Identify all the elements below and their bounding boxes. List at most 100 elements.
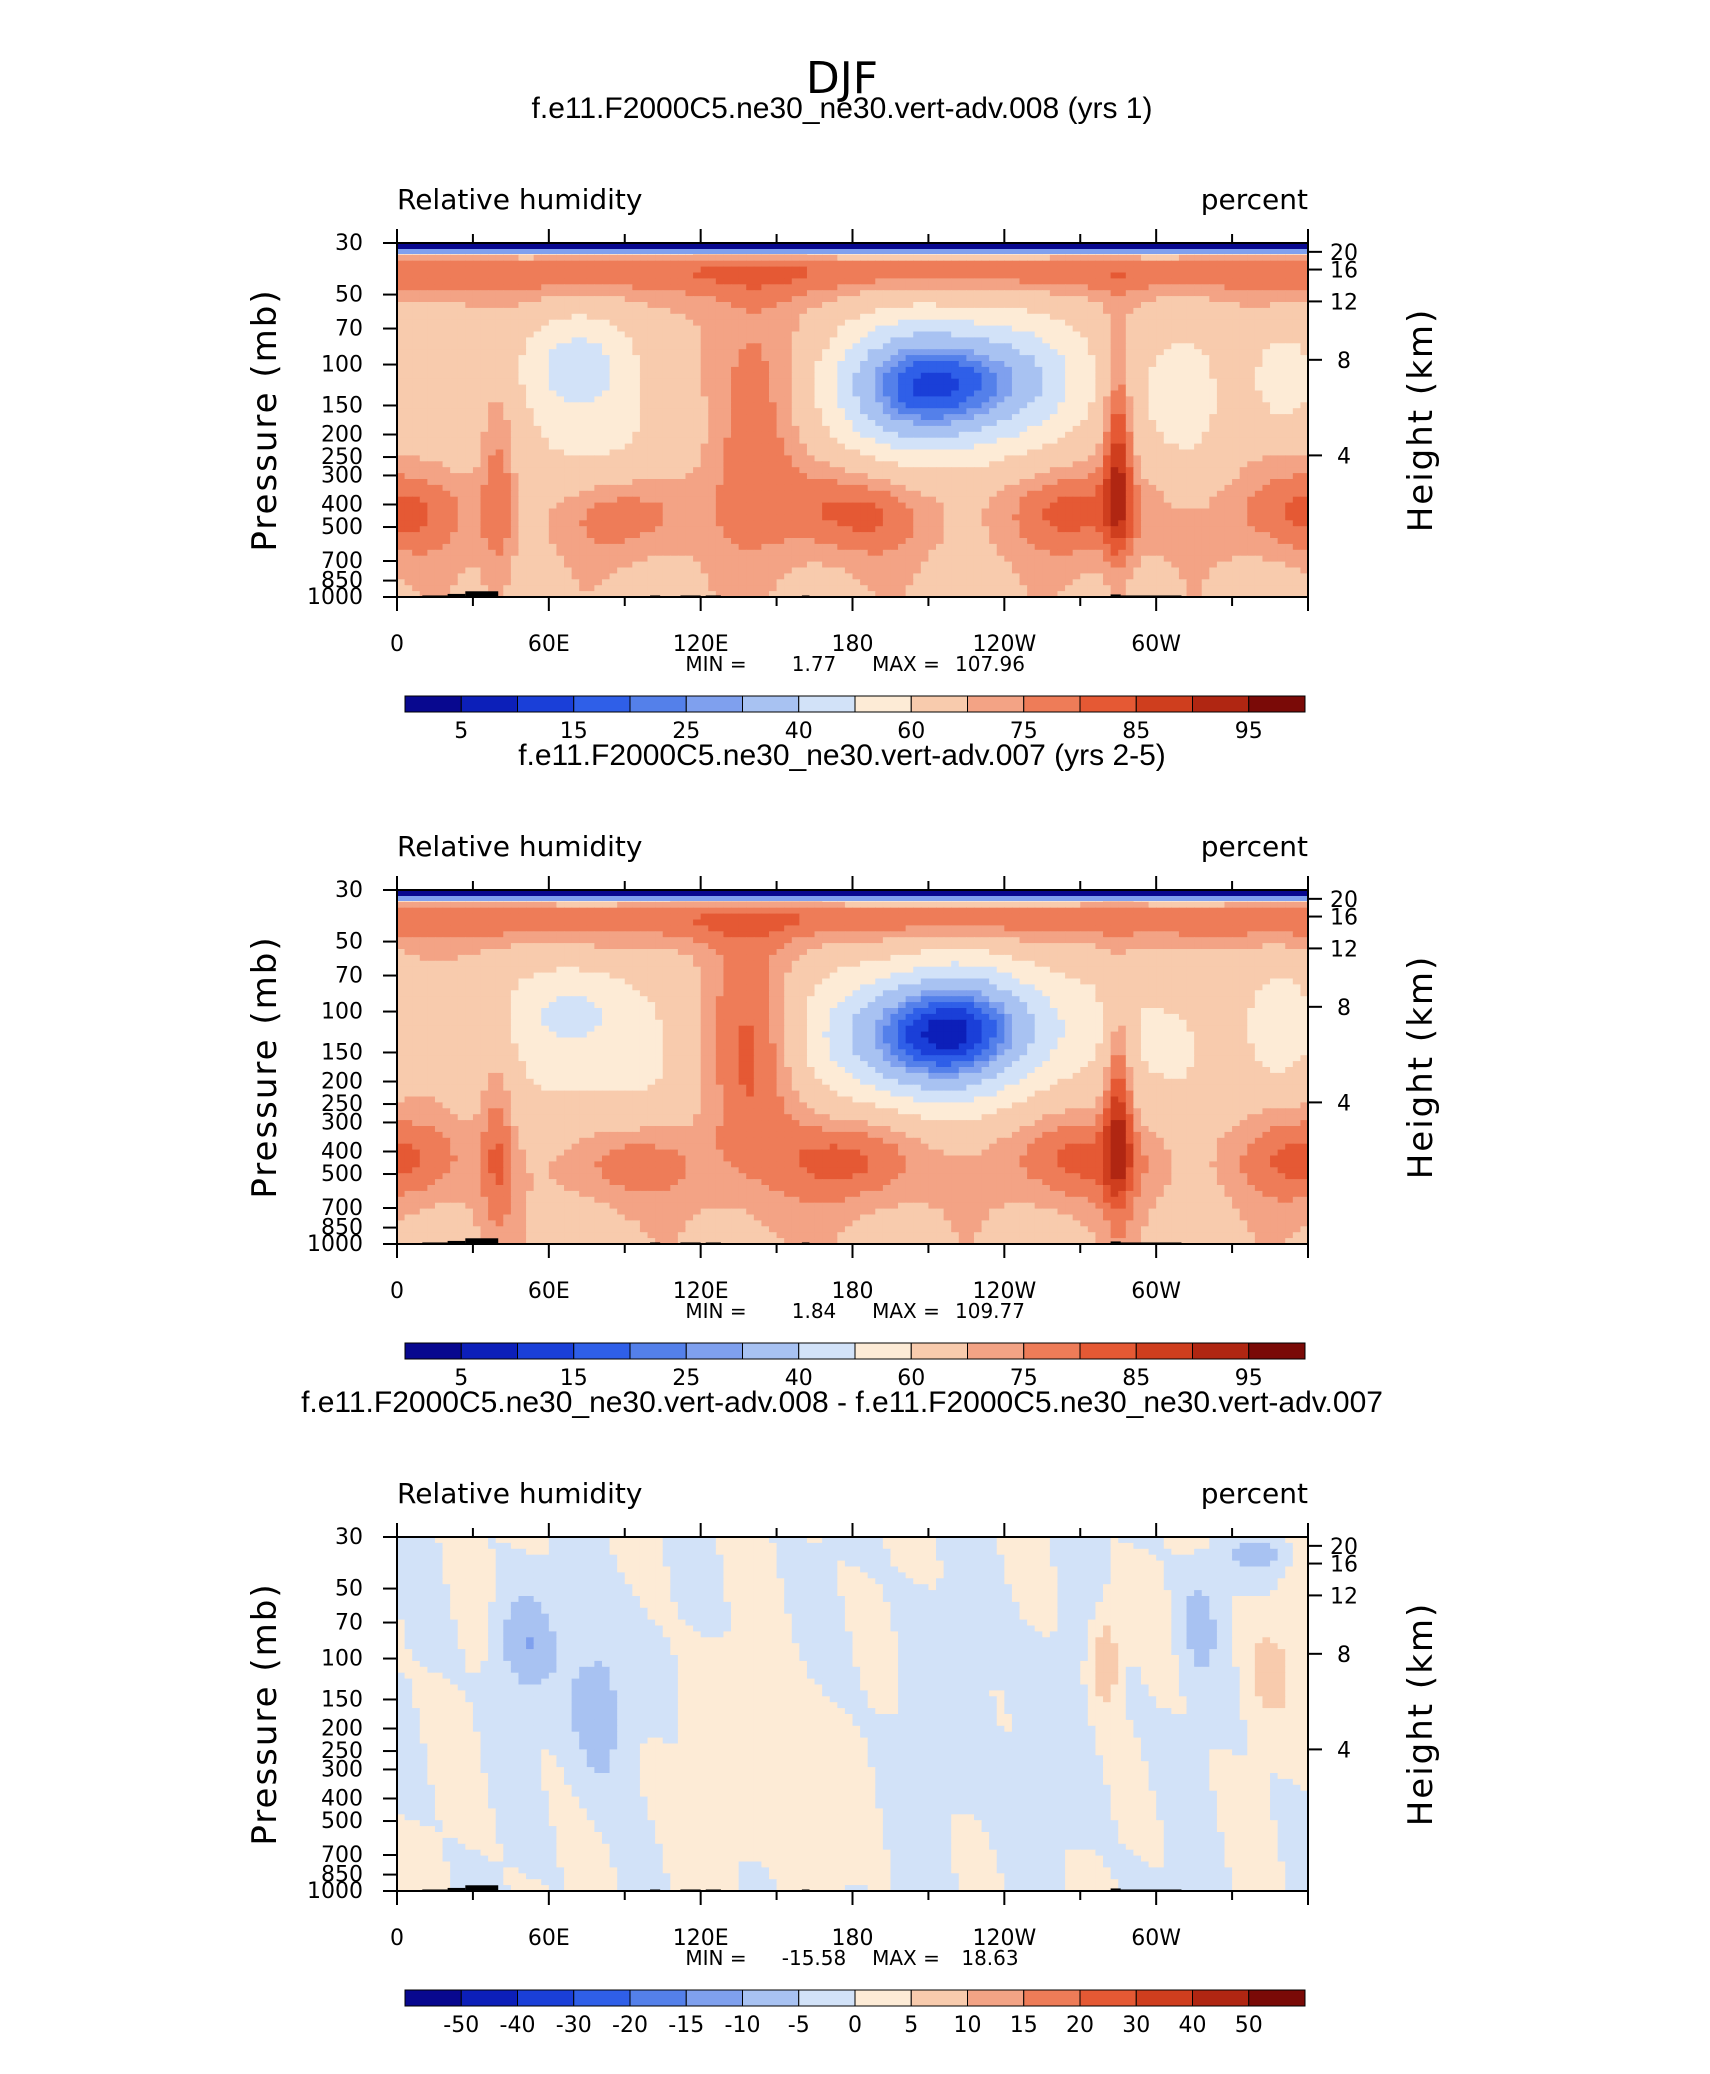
- contour-cell: [1240, 450, 1248, 457]
- contour-cell: [579, 473, 587, 480]
- contour-cell: [1057, 261, 1065, 268]
- contour-cell: [556, 379, 564, 386]
- contour-cell: [587, 284, 595, 291]
- contour-cell: [997, 355, 1005, 362]
- contour-cell: [1156, 385, 1164, 392]
- contour-cell: [1247, 432, 1255, 439]
- contour-cell: [625, 379, 633, 386]
- contour-cell: [670, 426, 678, 433]
- contour-cell: [701, 444, 709, 451]
- contour-cell: [541, 396, 549, 403]
- contour-cell: [997, 450, 1005, 457]
- contour-cell: [1012, 373, 1020, 380]
- contour-cell: [1088, 396, 1096, 403]
- contour-cell: [458, 367, 466, 374]
- contour-cell: [845, 320, 853, 327]
- contour-cell: [1262, 414, 1270, 421]
- contour-cell: [572, 290, 580, 297]
- contour-cell: [488, 267, 496, 274]
- contour-cell: [1057, 349, 1065, 356]
- contour-cell: [1141, 284, 1149, 291]
- contour-cell: [1012, 290, 1020, 297]
- contour-cell: [807, 349, 815, 356]
- contour-cell: [594, 479, 602, 486]
- contour-cell: [693, 355, 701, 362]
- contour-cell: [397, 455, 405, 462]
- contour-cell: [1278, 314, 1286, 321]
- contour-cell: [868, 332, 876, 339]
- contour-cell: [602, 284, 610, 291]
- contour-cell: [731, 367, 739, 374]
- contour-cell: [951, 450, 959, 457]
- contour-cell: [1042, 296, 1050, 303]
- contour-cell: [868, 349, 876, 356]
- contour-cell: [845, 278, 853, 285]
- contour-cell: [405, 408, 413, 415]
- contour-cell: [1149, 479, 1157, 486]
- contour-cell: [1270, 308, 1278, 315]
- contour-cell: [792, 267, 800, 274]
- contour-cell: [845, 343, 853, 350]
- contour-cell: [731, 290, 739, 297]
- contour-cell: [1240, 314, 1248, 321]
- contour-cell: [1164, 278, 1172, 285]
- contour-cell: [549, 320, 557, 327]
- contour-cell: [511, 408, 519, 415]
- contour-cell: [670, 367, 678, 374]
- contour-cell: [807, 414, 815, 421]
- contour-cell: [427, 326, 435, 333]
- contour-cell: [1149, 414, 1157, 421]
- contour-cell: [663, 296, 671, 303]
- contour-cell: [435, 284, 443, 291]
- contour-cell: [997, 379, 1005, 386]
- contour-cell: [837, 479, 845, 486]
- contour-cell: [997, 391, 1005, 398]
- contour-cell: [1027, 278, 1035, 285]
- contour-cell: [860, 273, 868, 280]
- contour-cell: [640, 455, 648, 462]
- contour-cell: [1073, 467, 1081, 474]
- contour-cell: [830, 255, 838, 261]
- contour-cell: [534, 467, 542, 474]
- contour-cell: [974, 308, 982, 315]
- contour-cell: [594, 267, 602, 274]
- contour-cell: [1027, 420, 1035, 427]
- contour-cell: [822, 284, 830, 291]
- contour-cell: [602, 455, 610, 462]
- contour-cell: [685, 396, 693, 403]
- contour-cell: [670, 355, 678, 362]
- contour-cell: [511, 296, 519, 303]
- contour-cell: [815, 450, 823, 457]
- contour-cell: [518, 402, 526, 409]
- contour-cell: [860, 261, 868, 268]
- contour-cell: [792, 255, 800, 261]
- contour-cell: [837, 426, 845, 433]
- contour-cell: [951, 255, 959, 261]
- contour-cell: [602, 402, 610, 409]
- contour-cell: [693, 385, 701, 392]
- contour-cell: [549, 367, 557, 374]
- contour-cell: [921, 367, 929, 374]
- contour-cell: [678, 402, 686, 409]
- contour-cell: [405, 308, 413, 315]
- contour-cell: [807, 273, 815, 280]
- contour-cell: [1073, 455, 1081, 462]
- contour-cell: [1202, 314, 1210, 321]
- contour-cell: [1103, 385, 1111, 392]
- contour-cell: [564, 373, 572, 380]
- contour-cell: [685, 379, 693, 386]
- contour-cell: [1057, 296, 1065, 303]
- contour-cell: [1035, 414, 1043, 421]
- contour-cell: [921, 320, 929, 327]
- contour-cell: [564, 367, 572, 374]
- contour-cell: [966, 290, 974, 297]
- contour-cell: [1103, 302, 1111, 309]
- contour-cell: [518, 314, 526, 321]
- contour-cell: [1293, 379, 1301, 386]
- contour-cell: [488, 284, 496, 291]
- contour-cell: [496, 337, 504, 344]
- contour-cell: [503, 455, 511, 462]
- contour-cell: [458, 278, 466, 285]
- contour-cell: [678, 450, 686, 457]
- contour-cell: [405, 367, 413, 374]
